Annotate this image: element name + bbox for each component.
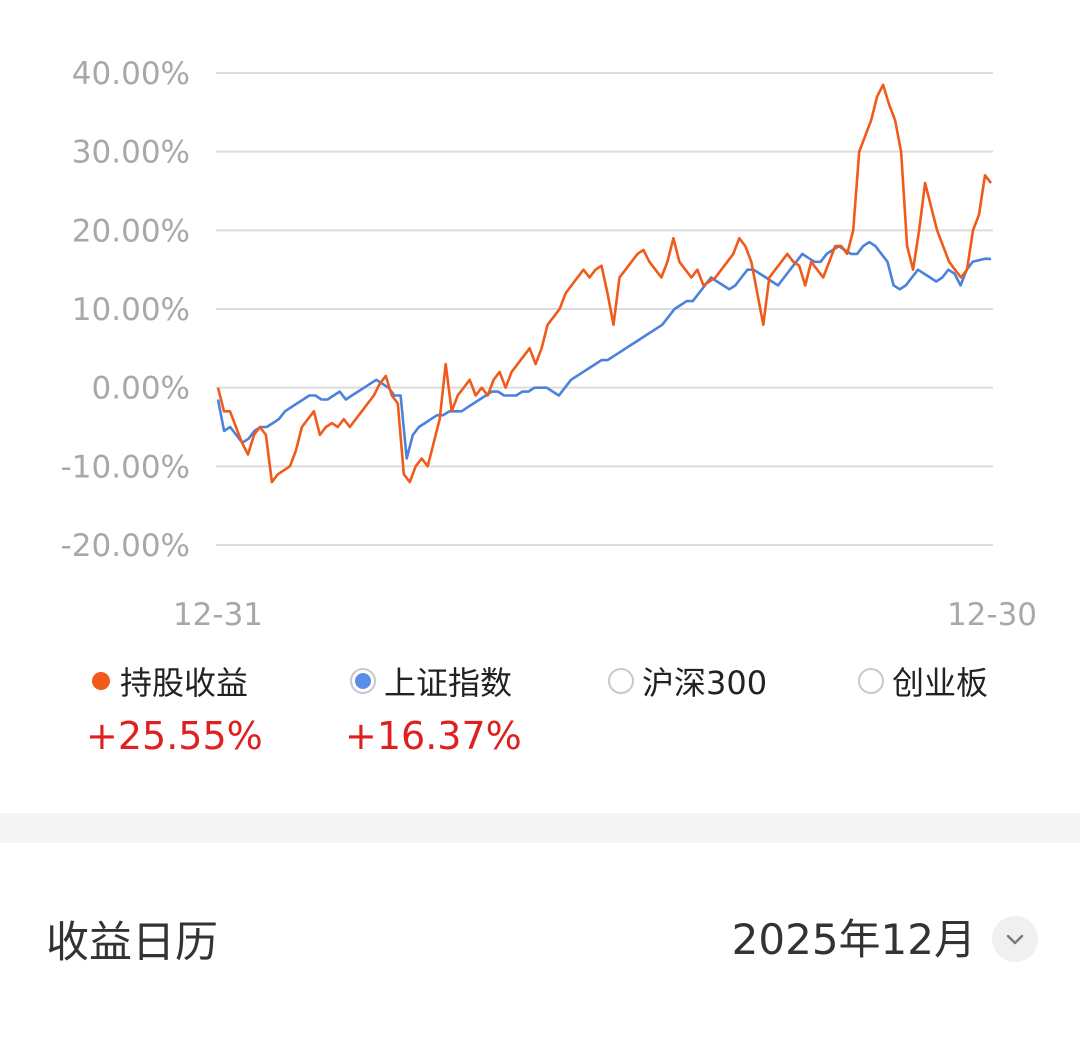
month-selector[interactable]: 2025年12月 <box>731 915 976 964</box>
legend-sse-index[interactable]: 上证指数 <box>350 656 512 706</box>
section-divider <box>0 813 1080 843</box>
holding-return-value: +25.55% <box>86 714 263 758</box>
y-tick-label: 30.00% <box>72 135 190 171</box>
chart-grid <box>216 72 993 546</box>
legend-label: 沪深300 <box>642 664 768 702</box>
x-tick-label: 12-31 <box>173 597 263 633</box>
sse-return-value: +16.37% <box>345 714 522 758</box>
y-tick-label: 0.00% <box>92 371 190 407</box>
y-tick-label: 40.00% <box>72 56 190 92</box>
x-axis-ticks: 12-31 12-30 <box>173 597 1037 633</box>
chart-series <box>216 83 993 484</box>
y-tick-label: -20.00% <box>61 528 190 564</box>
legend-chinext[interactable]: 创业板 <box>858 656 988 706</box>
radio-unchecked-icon[interactable] <box>858 668 884 694</box>
series-line-sse-index <box>216 240 992 460</box>
x-tick-label: 12-30 <box>947 597 1037 633</box>
y-tick-label: -10.00% <box>61 449 190 485</box>
legend-holding-return[interactable]: 持股收益 <box>92 656 248 706</box>
calendar-title: 收益日历 <box>46 918 218 968</box>
y-tick-label: 10.00% <box>72 292 190 328</box>
chart-legend: 持股收益 上证指数 沪深300 创业板 <box>0 656 1080 706</box>
y-axis-ticks: 40.00% 30.00% 20.00% 10.00% 0.00% -10.00% -20.… <box>61 56 190 564</box>
legend-label: 上证指数 <box>384 664 513 702</box>
chevron-down-icon <box>1006 934 1024 945</box>
month-dropdown-button[interactable] <box>992 916 1038 962</box>
legend-csi300[interactable]: 沪深300 <box>608 656 767 706</box>
legend-label: 持股收益 <box>120 664 249 702</box>
orange-dot-icon <box>92 672 110 690</box>
y-tick-label: 20.00% <box>72 213 190 249</box>
return-chart[interactable]: 40.00% 30.00% 20.00% 10.00% 0.00% -10.00% -20.… <box>0 0 1080 650</box>
legend-label: 创业板 <box>892 664 989 702</box>
radio-unchecked-icon[interactable] <box>608 668 634 694</box>
radio-checked-icon[interactable] <box>350 668 376 694</box>
series-line-holding-return <box>216 83 993 484</box>
